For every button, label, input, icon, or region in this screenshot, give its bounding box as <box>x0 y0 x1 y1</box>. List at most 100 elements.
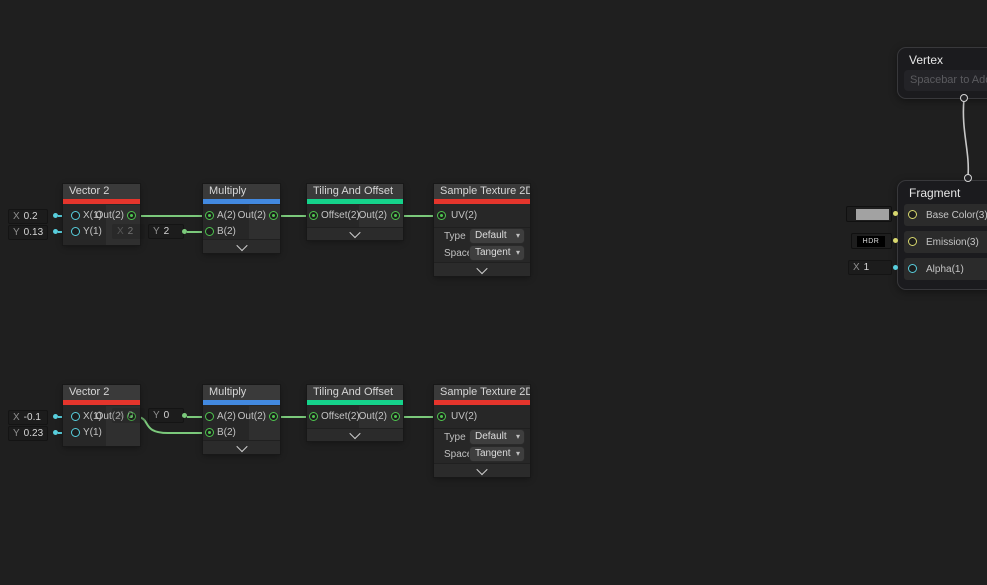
space-dropdown[interactable]: Tangent ▾ <box>470 447 524 461</box>
port-uv[interactable] <box>437 211 446 220</box>
port-y1[interactable] <box>71 428 80 437</box>
node-title[interactable]: Vector 2 <box>63 184 140 199</box>
port-out[interactable] <box>269 211 278 220</box>
port-offset[interactable] <box>309 211 318 220</box>
chevron-down-icon <box>235 239 248 251</box>
fragment-block[interactable]: Fragment Base Color(3) Emission(3) Alpha… <box>897 180 987 290</box>
node-sample-texture-2d[interactable]: Sample Texture 2D UV(2) Type Default ▾ Sp… <box>434 184 530 276</box>
add-block-placeholder[interactable]: Spacebar to Add <box>904 70 987 91</box>
node-expander[interactable] <box>307 226 403 240</box>
x-value-field[interactable]: X 0.2 <box>8 209 48 224</box>
port-out[interactable] <box>127 412 136 421</box>
node-vector2[interactable]: Vector 2 X(1) Y(1) Out(2) <box>63 184 140 245</box>
port-x1[interactable] <box>71 211 80 220</box>
port-offset-label: Offset(2) <box>321 210 360 221</box>
node-title[interactable]: Multiply <box>203 385 280 400</box>
node-tiling-and-offset[interactable]: Tiling And Offset Offset(2) Out(2) <box>307 385 403 441</box>
port-b[interactable] <box>205 428 214 437</box>
field-connector-dot <box>893 211 898 216</box>
port-out[interactable] <box>269 412 278 421</box>
node-title[interactable]: Multiply <box>203 184 280 199</box>
node-vector2[interactable]: Vector 2 X(1) Y(1) Out(2) <box>63 385 140 446</box>
hdr-badge: HDR <box>857 236 885 247</box>
type-label: Type <box>444 231 466 242</box>
port-out-label: Out(2) <box>237 210 266 221</box>
type-color-bar <box>203 400 280 405</box>
port-alpha[interactable] <box>908 264 917 273</box>
port-out[interactable] <box>127 211 136 220</box>
edge-vertex-to-fragment[interactable] <box>962 98 970 177</box>
port-uv-label: UV(2) <box>451 210 478 221</box>
base-color-swatch-field[interactable] <box>846 206 892 222</box>
node-title[interactable]: Tiling And Offset <box>307 385 403 400</box>
field-connector-dot <box>182 229 187 234</box>
block-row-base-color[interactable]: Base Color(3) <box>904 204 987 226</box>
emission-label: Emission(3) <box>926 237 979 248</box>
port-a-label: A(2) <box>217 411 236 422</box>
port-y1-label: Y(1) <box>83 226 102 237</box>
y-value-field[interactable]: Y 0.23 <box>8 426 48 441</box>
port-a[interactable] <box>205 412 214 421</box>
node-expander[interactable] <box>203 239 280 253</box>
node-title[interactable]: Vector 2 <box>63 385 140 400</box>
node-expander[interactable] <box>203 440 280 454</box>
dropdown-arrow-icon: ▾ <box>515 449 520 458</box>
node-sample-texture-2d[interactable]: Sample Texture 2D UV(2) Type Default ▾ Sp… <box>434 385 530 477</box>
node-title[interactable]: Sample Texture 2D <box>434 184 530 199</box>
node-expander[interactable] <box>307 427 403 441</box>
port-uv[interactable] <box>437 412 446 421</box>
port-out-label: Out(2) <box>95 210 124 221</box>
node-tiling-and-offset[interactable]: Tiling And Offset Offset(2) Out(2) <box>307 184 403 240</box>
type-dropdown[interactable]: Default ▾ <box>470 229 524 243</box>
node-title[interactable]: Tiling And Offset <box>307 184 403 199</box>
chevron-down-icon <box>349 226 361 239</box>
space-dropdown[interactable]: Tangent ▾ <box>470 246 524 260</box>
port-a-label: A(2) <box>217 210 236 221</box>
output-panel <box>249 205 280 240</box>
chevron-down-icon <box>349 427 361 440</box>
port-out-label: Out(2) <box>95 411 124 422</box>
type-color-bar <box>203 199 280 204</box>
port-x1[interactable] <box>71 412 80 421</box>
port-emission[interactable] <box>908 237 917 246</box>
output-panel <box>359 406 403 429</box>
port-out[interactable] <box>391 412 400 421</box>
space-label: Space <box>444 449 473 460</box>
output-panel <box>359 205 403 228</box>
node-expander[interactable] <box>434 262 530 276</box>
port-a[interactable] <box>205 211 214 220</box>
port-b-label: B(2) <box>217 427 236 438</box>
chevron-down-icon <box>235 440 248 452</box>
port-out[interactable] <box>391 211 400 220</box>
node-multiply[interactable]: Multiply A(2) B(2) Out(2) <box>203 184 280 253</box>
y-value-field[interactable]: Y 0.13 <box>8 225 48 240</box>
block-row-emission[interactable]: Emission(3) <box>904 231 987 253</box>
emission-hdr-field[interactable]: HDR <box>851 233 892 249</box>
block-row-alpha[interactable]: Alpha(1) <box>904 258 987 280</box>
port-x1-label: X(1) <box>83 411 102 422</box>
port-base-color[interactable] <box>908 210 917 219</box>
x-value-field[interactable]: X -0.1 <box>8 410 48 425</box>
field-connector-dot <box>893 265 898 270</box>
port-offset[interactable] <box>309 412 318 421</box>
field-connector-dot <box>893 238 898 243</box>
node-expander[interactable] <box>434 463 530 477</box>
type-color-bar <box>307 199 403 204</box>
node-multiply[interactable]: Multiply A(2) B(2) Out(2) <box>203 385 280 454</box>
type-dropdown[interactable]: Default ▾ <box>470 430 524 444</box>
vertex-block[interactable]: Vertex Spacebar to Add <box>897 47 987 99</box>
type-color-bar <box>63 199 140 204</box>
port-y1[interactable] <box>71 227 80 236</box>
field-connector-dot <box>182 413 187 418</box>
color-swatch[interactable] <box>856 209 889 220</box>
edge-vector2-out-to-multiply-b[interactable] <box>135 416 206 434</box>
port-b[interactable] <box>205 227 214 236</box>
node-title[interactable]: Sample Texture 2D <box>434 385 530 400</box>
